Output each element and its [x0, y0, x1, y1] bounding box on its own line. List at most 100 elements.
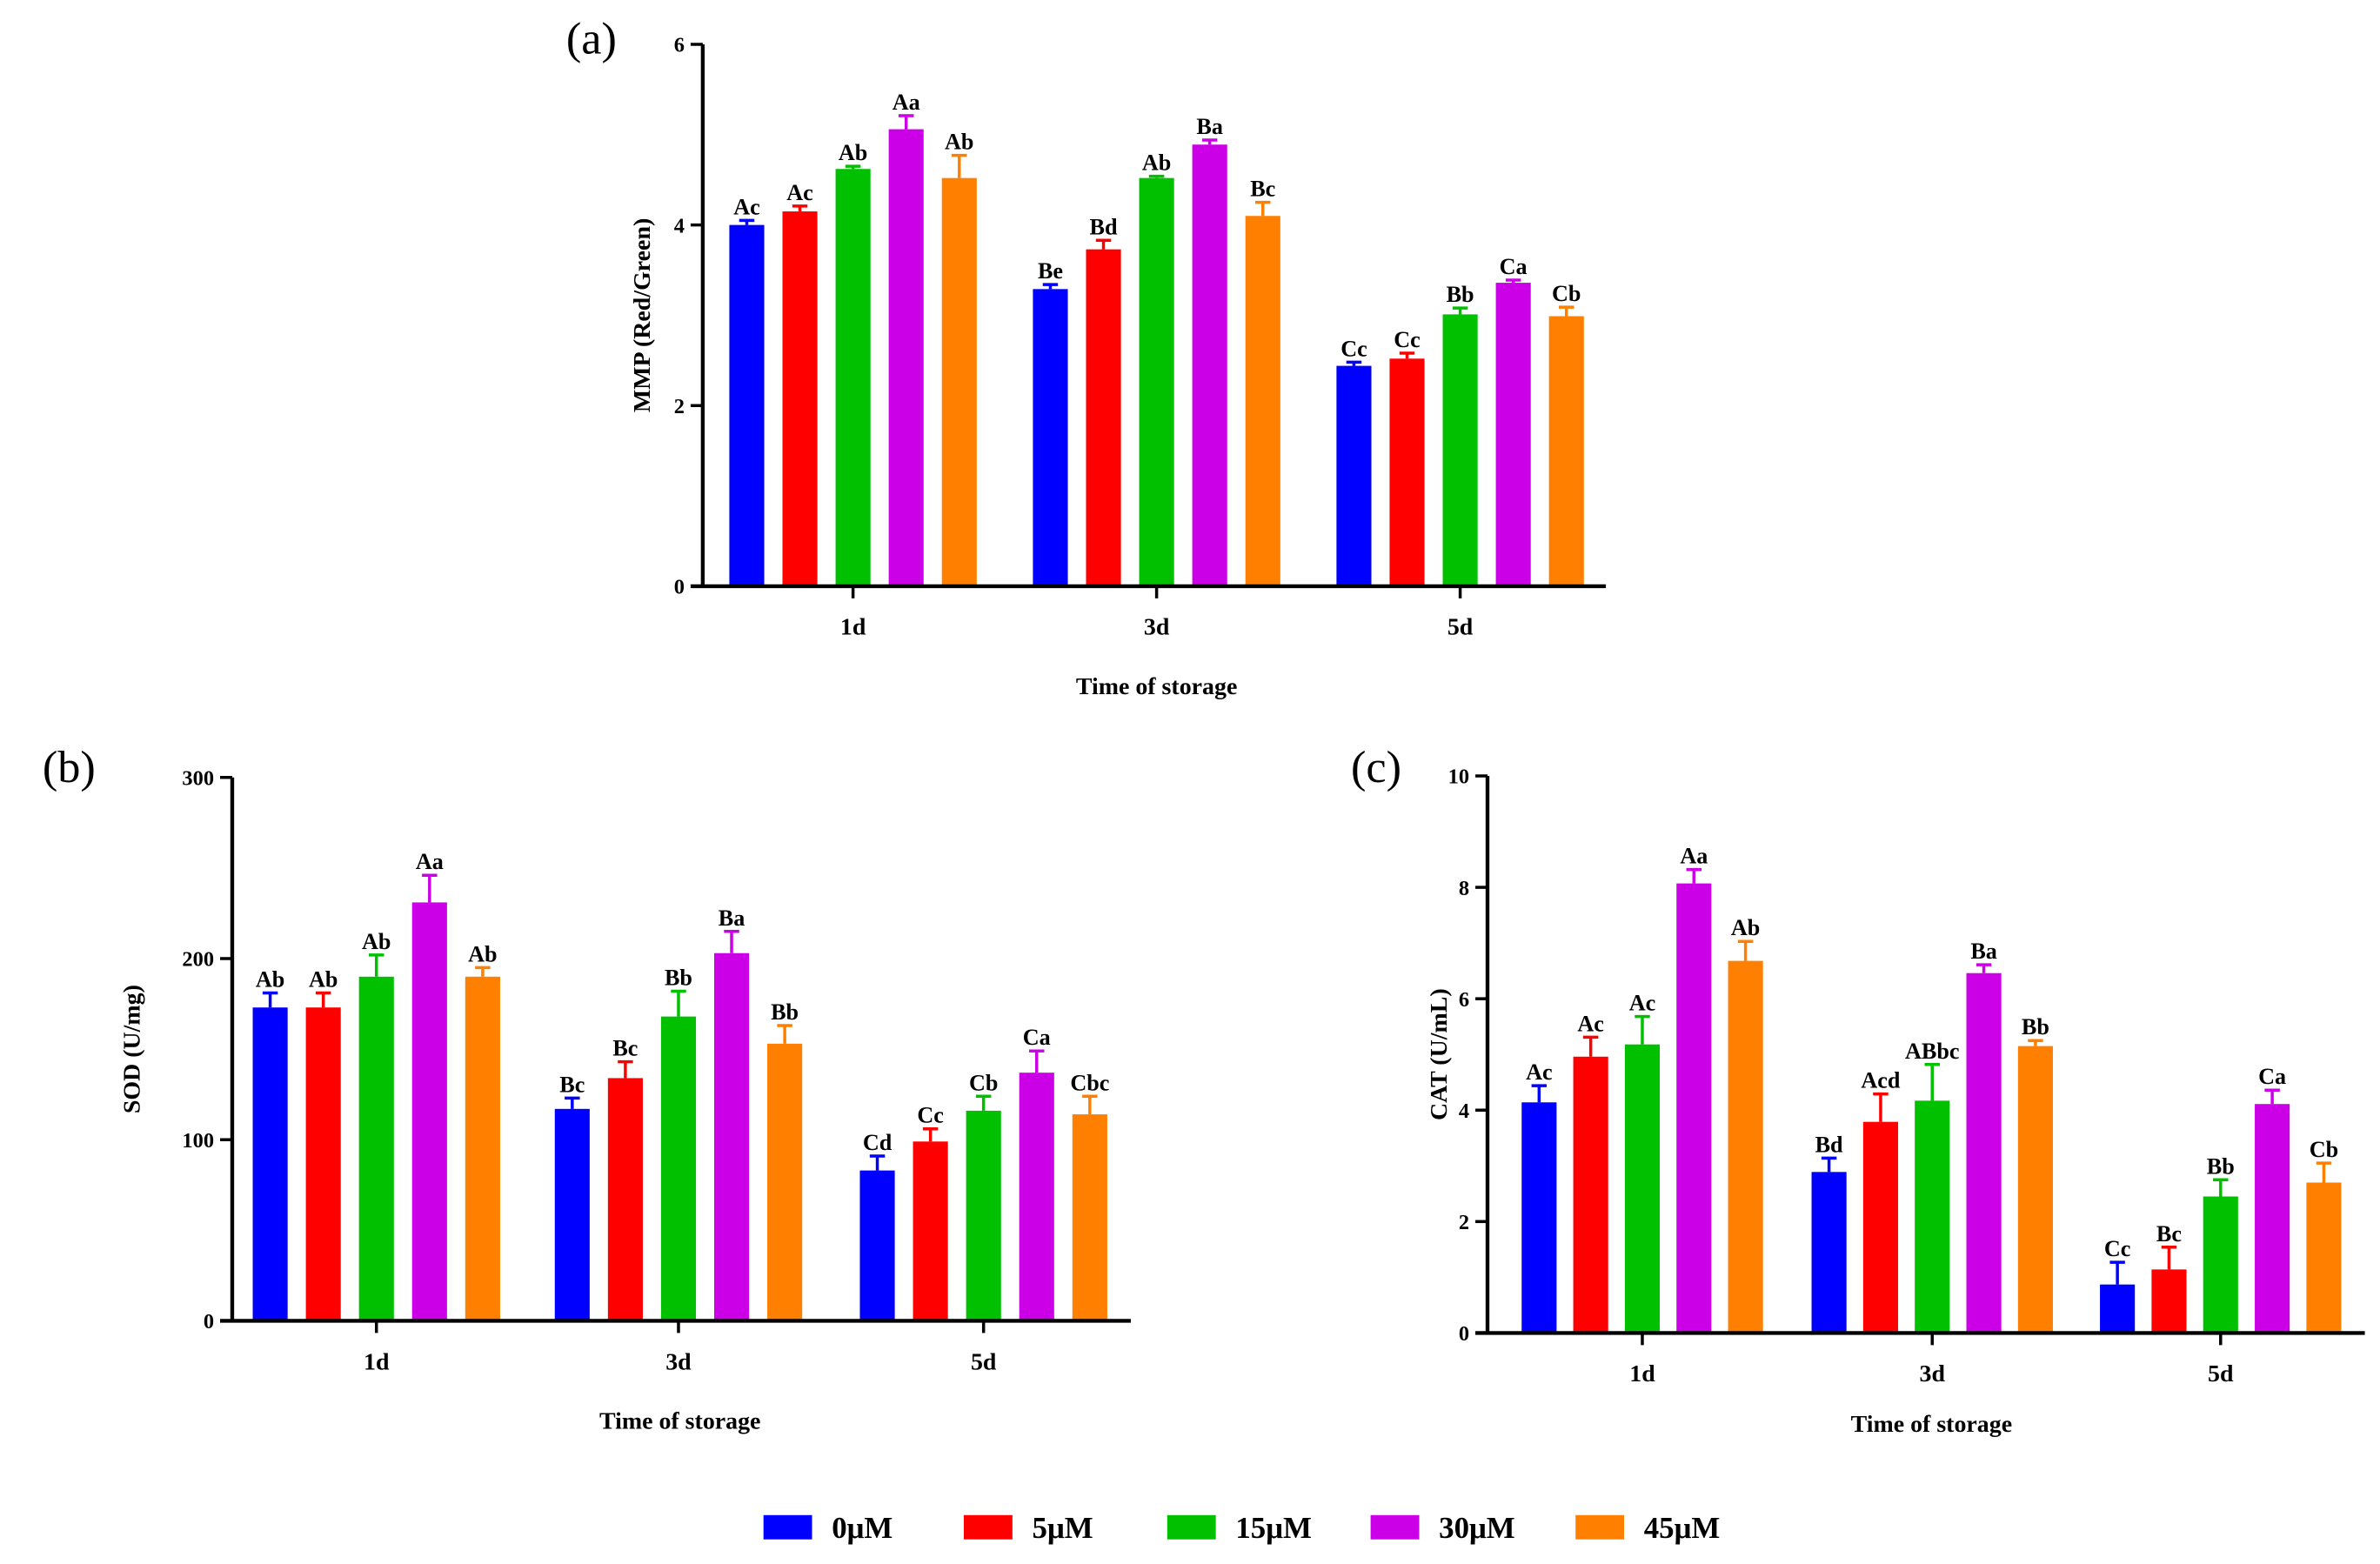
y-axis-title: CAT (U/mL)	[1426, 988, 1453, 1120]
y-tick-label: 2	[1459, 1211, 1469, 1234]
x-axis-title: Time of storage	[599, 1407, 760, 1434]
x-tick-label: 3d	[665, 1348, 692, 1375]
bar	[2100, 1284, 2136, 1333]
bar	[660, 1016, 697, 1321]
significance-label: Cbc	[1070, 1070, 1109, 1095]
bar	[2017, 1046, 2053, 1333]
bar	[1624, 1044, 1661, 1333]
significance-label: Bb	[2022, 1014, 2049, 1039]
bar	[1548, 316, 1584, 586]
x-axis-title: Time of storage	[1851, 1411, 2012, 1438]
chart-panel-2: Ac Bd Cc Ac Acd Bc Ac ABbc Bb Aa Ba Ca Ab Bb Cb 0 2 4 6 8 10…	[1351, 742, 2365, 1438]
y-axis-title: SOD (U/mg)	[119, 985, 146, 1113]
legend-label: 30μM	[1439, 1511, 1515, 1545]
significance-label: Cc	[917, 1103, 944, 1128]
significance-label: Ac	[1629, 991, 1656, 1016]
y-tick-label: 6	[1459, 988, 1469, 1012]
bar	[729, 224, 765, 586]
bar	[607, 1078, 643, 1321]
bar	[835, 169, 871, 586]
significance-label: Ab	[256, 967, 284, 993]
significance-label: Aa	[1680, 844, 1708, 869]
y-tick-label: 4	[1459, 1099, 1469, 1123]
significance-label: Ab	[1731, 915, 1760, 940]
significance-label: Cb	[2310, 1137, 2338, 1162]
significance-label: Bb	[771, 999, 799, 1025]
legend: 0μM 5μM 15μM 30μM 45μM	[763, 1511, 1721, 1545]
bar	[913, 1141, 948, 1321]
x-tick-label: 5d	[1447, 614, 1474, 641]
x-tick-label: 1d	[364, 1348, 390, 1375]
panel-label: (a)	[566, 13, 617, 63]
significance-label: Ca	[2258, 1064, 2286, 1089]
bar	[713, 952, 750, 1321]
y-tick-label: 100	[182, 1129, 214, 1153]
legend-swatch	[763, 1514, 812, 1540]
chart-panel-0: Ac Be Cc Ac Bd Cc Ab Ab Bb Aa Ba Ca Ab Bc Cb 0 2 4 6 1d 3d 5d…	[566, 13, 1607, 700]
legend-swatch	[964, 1514, 1013, 1540]
bar	[1495, 283, 1531, 586]
bar	[1442, 314, 1478, 586]
significance-label: Aa	[416, 849, 444, 874]
significance-label: Ab	[839, 140, 867, 165]
bar	[465, 976, 500, 1321]
bar	[1676, 883, 1712, 1333]
y-tick-label: 10	[1448, 765, 1469, 789]
y-tick-label: 200	[182, 948, 214, 972]
y-tick-label: 0	[674, 576, 685, 599]
significance-label: Ac	[1577, 1011, 1604, 1036]
significance-label: Ab	[309, 967, 338, 993]
x-tick-label: 3d	[1144, 614, 1170, 641]
x-tick-label: 1d	[1629, 1360, 1655, 1387]
significance-label: Bd	[1815, 1132, 1843, 1157]
y-axis-title: MMP (Red/Green)	[629, 218, 656, 412]
bar	[411, 902, 447, 1321]
significance-label: Bb	[1447, 282, 1474, 307]
bar	[2306, 1182, 2342, 1333]
bar	[305, 1007, 341, 1321]
y-tick-label: 300	[182, 766, 214, 790]
bar	[941, 177, 977, 586]
significance-label: Ba	[719, 906, 745, 931]
significance-label: Ba	[1970, 939, 1997, 964]
bar	[888, 129, 924, 586]
bar	[782, 211, 818, 586]
legend-swatch	[1167, 1514, 1216, 1540]
x-tick-label: 1d	[840, 614, 866, 641]
bar	[1245, 216, 1280, 586]
panel-label: (b)	[43, 742, 96, 792]
significance-label: Bd	[1090, 214, 1118, 239]
bar	[358, 976, 394, 1321]
bar	[1521, 1102, 1557, 1333]
y-tick-label: 0	[1459, 1322, 1469, 1346]
bar	[1019, 1073, 1054, 1321]
legend-label: 45μM	[1644, 1511, 1721, 1545]
significance-label: Bc	[2156, 1221, 2182, 1247]
legend-label: 5μM	[1033, 1511, 1093, 1545]
bar	[1192, 144, 1227, 586]
significance-label: Bc	[559, 1072, 585, 1097]
bar	[1389, 358, 1425, 586]
significance-label: Ab	[362, 929, 391, 954]
panel-label: (c)	[1351, 742, 1401, 792]
x-tick-label: 3d	[1920, 1360, 1946, 1387]
significance-label: ABbc	[1905, 1039, 1960, 1064]
bar	[554, 1108, 590, 1321]
legend-swatch	[1575, 1514, 1625, 1540]
bar	[2255, 1104, 2290, 1333]
bar	[2151, 1269, 2187, 1333]
significance-label: Be	[1038, 258, 1063, 284]
bar	[252, 1007, 288, 1321]
bar	[1862, 1121, 1898, 1333]
bar	[1086, 249, 1121, 586]
significance-label: Ab	[1142, 150, 1171, 176]
significance-label: Cb	[1552, 281, 1581, 306]
bar	[1811, 1172, 1847, 1333]
significance-label: Ac	[733, 194, 760, 219]
bar	[966, 1110, 1001, 1321]
bar	[1573, 1056, 1608, 1333]
significance-label: Ab	[945, 130, 973, 155]
significance-label: Bb	[2207, 1153, 2235, 1179]
significance-label: Aa	[892, 90, 920, 115]
